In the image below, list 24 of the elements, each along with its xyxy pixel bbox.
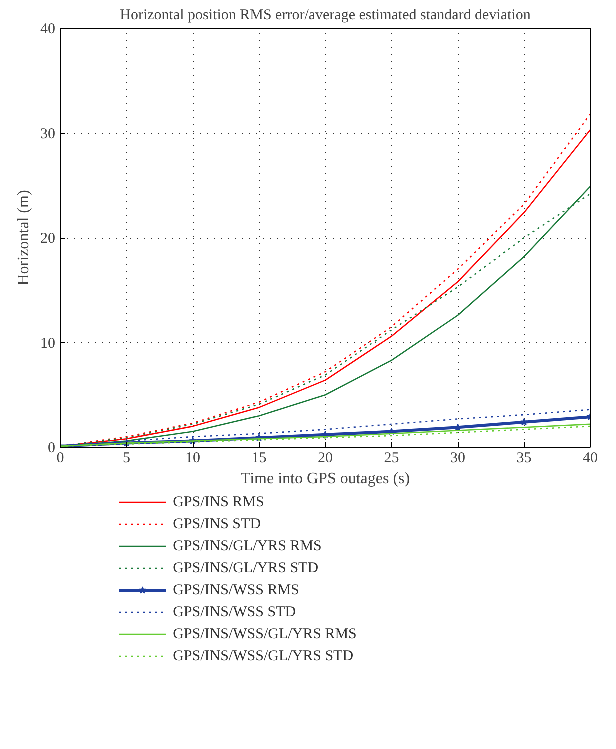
x-tick-label: 5 — [123, 450, 130, 466]
legend-label: GPS/INS/WSS STD — [173, 604, 296, 620]
x-axis-title: Time into GPS outages (s) — [240, 470, 410, 488]
legend-label: GPS/INS RMS — [173, 494, 264, 510]
legend-label: GPS/INS/GL/YRS RMS — [173, 538, 322, 554]
y-tick-label: 0 — [48, 440, 56, 456]
chart-title: Horizontal position RMS error/average estimated standard deviation — [120, 8, 532, 24]
legend-label: GPS/INS/WSS/GL/YRS STD — [173, 648, 354, 664]
y-tick-label: 10 — [40, 336, 56, 352]
legend-label: GPS/INS/GL/YRS STD — [173, 560, 319, 576]
y-tick-label: 20 — [40, 231, 56, 247]
x-tick-label: 20 — [318, 450, 333, 466]
legend-label: GPS/INS/WSS RMS — [173, 582, 300, 598]
legend-label: GPS/INS STD — [173, 516, 262, 532]
x-tick-label: 30 — [450, 450, 466, 466]
legend-label: GPS/INS/WSS/GL/YRS RMS — [173, 626, 357, 642]
x-tick-label: 15 — [252, 450, 267, 466]
y-axis-title: Horizontal (m) — [16, 190, 32, 286]
x-tick-label: 40 — [583, 450, 598, 466]
y-tick-label: 30 — [40, 126, 56, 142]
y-tick-label: 40 — [40, 22, 56, 38]
x-tick-label: 10 — [186, 450, 200, 466]
x-tick-label: 35 — [516, 450, 532, 466]
x-tick-label: 25 — [384, 450, 400, 466]
